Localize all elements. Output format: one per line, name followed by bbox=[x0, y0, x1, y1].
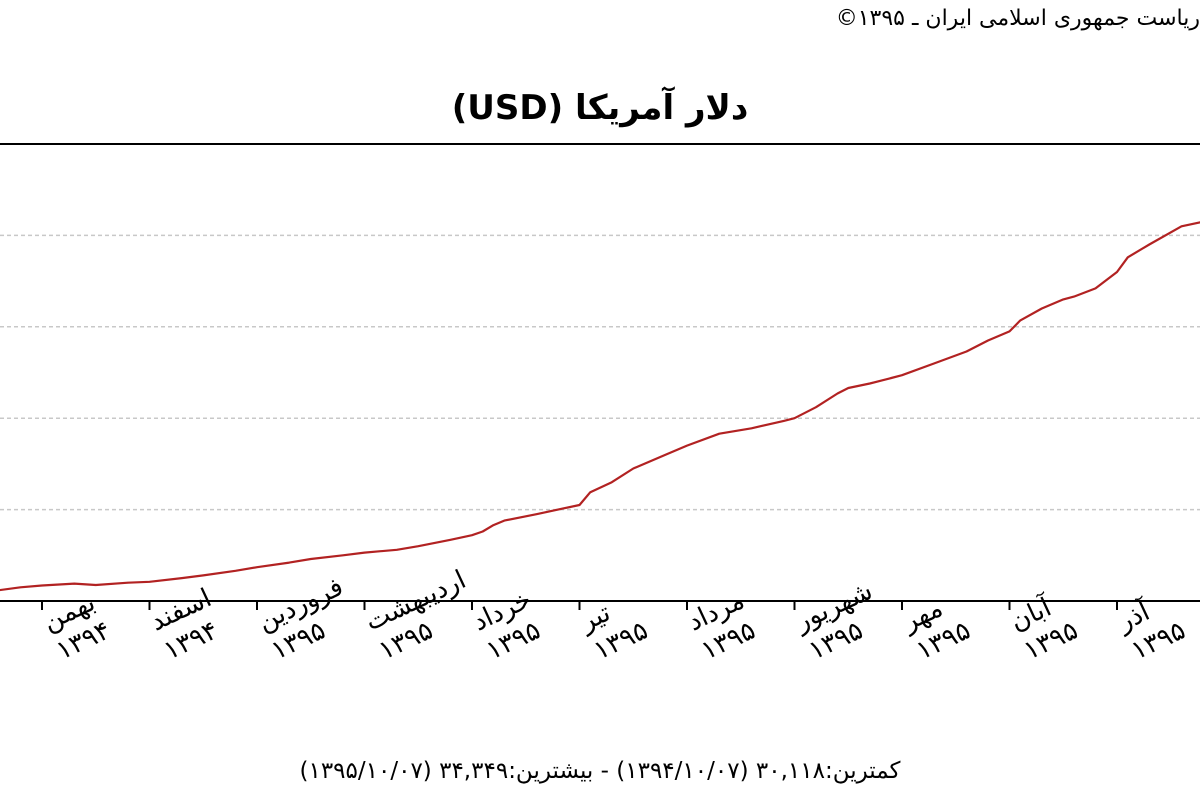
x-tick-label: اسفند۱۳۹۴ bbox=[146, 583, 230, 666]
chart-title: دلار آمریکا (USD) bbox=[451, 88, 749, 128]
x-tick-label: آبان۱۳۹۵ bbox=[1005, 585, 1083, 667]
series-line bbox=[0, 221, 1200, 592]
min-max-summary: کمترین:۳۰,۱۱۸ (۱۳۹۴/۱۰/۰۷) - بیشترین:۳۴,… bbox=[299, 758, 901, 784]
x-tick-label: مهر۱۳۹۵ bbox=[896, 587, 975, 668]
x-tick-label: فروردین۱۳۹۵ bbox=[253, 572, 361, 666]
x-tick-label: خرداد۱۳۹۵ bbox=[468, 584, 549, 666]
x-tick-label: اردیبهشت۱۳۹۵ bbox=[361, 565, 484, 666]
grid-lines bbox=[0, 234, 1200, 511]
x-tick-label: شهریور۱۳۹۵ bbox=[789, 576, 891, 667]
copyright-notice: ریاست جمهوری اسلامی ایران ـ ۱۳۹۵© bbox=[835, 6, 1200, 31]
x-tick-label: مرداد۱۳۹۵ bbox=[683, 585, 762, 666]
x-axis-labels: بهمن۱۳۹۴ اسفند۱۳۹۴ فروردین۱۳۹۵اردیبهشت۱۳۹۵… bbox=[38, 565, 1190, 668]
series-layer bbox=[0, 221, 1200, 592]
x-tick-label: تیر۱۳۹۵ bbox=[574, 587, 653, 668]
x-axis-ticks bbox=[41, 601, 1118, 610]
x-tick-label: بهمن۱۳۹۴ bbox=[38, 587, 115, 667]
x-tick-label: آذر۱۳۹۵ bbox=[1111, 585, 1190, 667]
